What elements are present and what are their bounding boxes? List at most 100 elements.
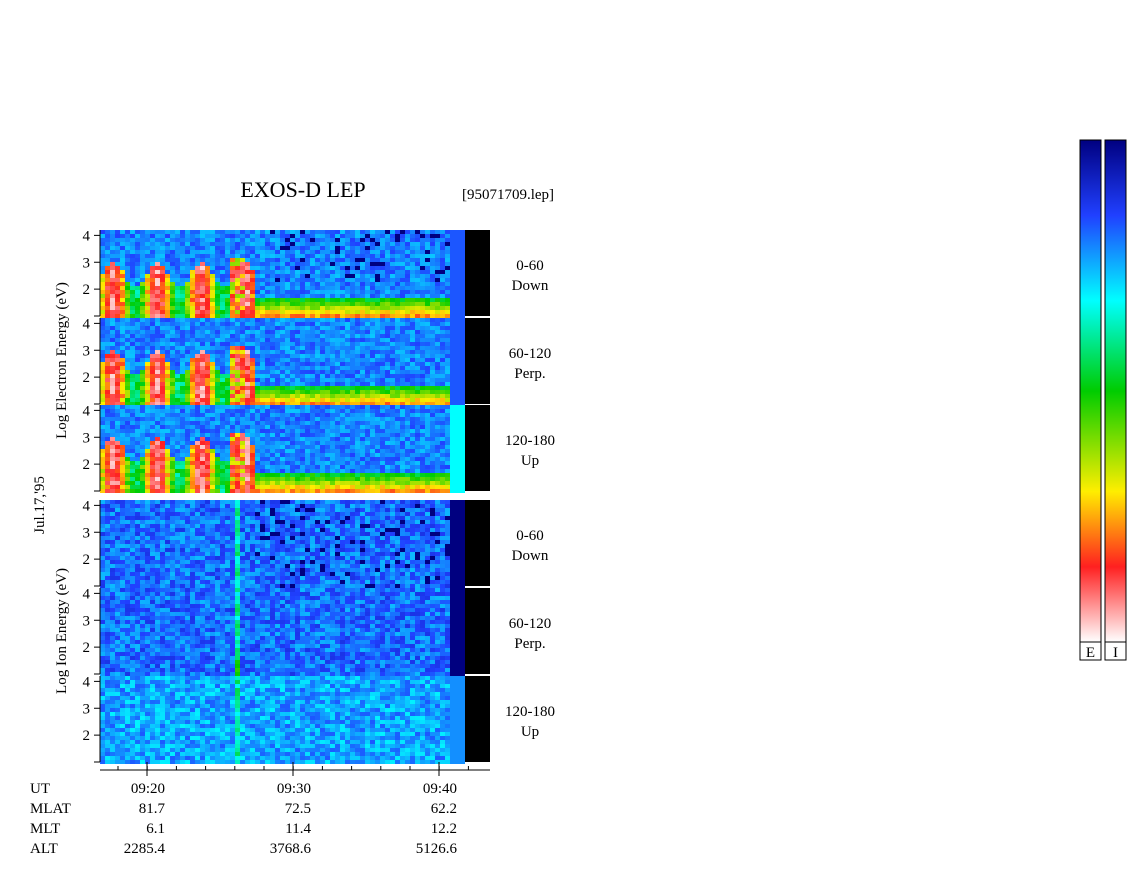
spectrogram-pixel — [360, 457, 365, 461]
spectrogram-pixel — [210, 254, 215, 258]
spectrogram-pixel — [135, 358, 140, 362]
spectrogram-pixel — [280, 230, 285, 234]
spectrogram-pixel — [200, 413, 205, 417]
spectrogram-pixel — [180, 294, 185, 298]
spectrogram-pixel — [175, 433, 180, 437]
spectrogram-pixel — [420, 358, 425, 362]
spectrogram-pixel — [275, 262, 280, 266]
spectrogram-pixel — [125, 449, 130, 453]
spectrogram-pixel — [400, 413, 405, 417]
spectrogram-pixel — [295, 449, 300, 453]
spectrogram-pixel — [285, 481, 290, 485]
spectrogram-pixel — [345, 386, 350, 390]
spectrogram-pixel — [425, 250, 430, 254]
spectrogram-pixel — [445, 354, 450, 358]
spectrogram-pixel — [155, 298, 160, 302]
spectrogram-pixel — [190, 489, 195, 493]
spectrogram-pixel — [435, 445, 440, 449]
spectrogram-pixel — [320, 409, 325, 413]
spectrogram-pixel — [205, 310, 210, 314]
spectrogram-pixel — [290, 234, 295, 238]
spectrogram-pixel — [390, 294, 395, 298]
spectrogram-pixel — [135, 425, 140, 429]
spectrogram-pixel — [195, 290, 200, 294]
spectrogram-pixel — [115, 437, 120, 441]
spectrogram-pixel — [380, 258, 385, 262]
spectrogram-pixel — [330, 342, 335, 346]
spectrogram-pixel — [290, 469, 295, 473]
spectrogram-pixel — [235, 398, 240, 402]
spectrogram-pixel — [395, 417, 400, 421]
spectrogram-pixel — [360, 334, 365, 338]
spectrogram-pixel — [120, 528, 125, 532]
spectrogram-pixel — [225, 338, 230, 342]
spectrogram-pixel — [230, 258, 235, 262]
spectrogram-pixel — [320, 469, 325, 473]
y-tick-label: 2 — [83, 457, 91, 473]
spectrogram-pixel — [420, 441, 425, 445]
spectrogram-pixel — [320, 433, 325, 437]
spectrogram-pixel — [220, 250, 225, 254]
spectrogram-pixel — [195, 322, 200, 326]
spectrogram-pixel — [175, 425, 180, 429]
spectrogram-pixel — [300, 374, 305, 378]
spectrogram-pixel — [370, 469, 375, 473]
spectrogram-pixel — [420, 294, 425, 298]
spectrogram-pixel — [130, 342, 135, 346]
spectrogram-pixel — [300, 282, 305, 286]
spectrogram-pixel — [450, 230, 455, 234]
spectrogram-pixel — [300, 449, 305, 453]
spectrogram-pixel — [395, 302, 400, 306]
spectrogram-pixel — [270, 294, 275, 298]
spectrogram-pixel — [145, 489, 150, 493]
spectrogram-pixel — [160, 322, 165, 326]
spectrogram-pixel — [320, 318, 325, 322]
spectrogram-pixel — [430, 465, 435, 469]
spectrogram-pixel — [150, 382, 155, 386]
spectrogram-pixel — [100, 421, 105, 425]
spectrogram-pixel — [460, 429, 465, 433]
spectrogram-pixel — [105, 532, 110, 536]
spectrogram-pixel — [455, 266, 460, 270]
spectrogram-pixel — [280, 350, 285, 354]
spectrogram-pixel — [360, 318, 365, 322]
spectrogram-pixel — [385, 382, 390, 386]
spectrogram-pixel — [385, 449, 390, 453]
spectrogram-pixel — [135, 298, 140, 302]
spectrogram-pixel — [225, 473, 230, 477]
spectrogram-pixel — [295, 326, 300, 330]
spectrogram-pixel — [460, 445, 465, 449]
spectrogram-pixel — [320, 314, 325, 318]
spectrogram-pixel — [210, 429, 215, 433]
spectrogram-pixel — [440, 477, 445, 481]
spectrogram-pixel — [190, 334, 195, 338]
spectrogram-pixel — [365, 429, 370, 433]
spectrogram-pixel — [255, 310, 260, 314]
spectrogram-pixel — [125, 556, 130, 560]
spectrogram-pixel — [120, 425, 125, 429]
spectrogram-pixel — [295, 302, 300, 306]
spectrogram-pixel — [315, 394, 320, 398]
spectrogram-pixel — [445, 234, 450, 238]
spectrogram-pixel — [285, 441, 290, 445]
spectrogram-pixel — [395, 461, 400, 465]
spectrogram-pixel — [420, 298, 425, 302]
spectrogram-pixel — [160, 354, 165, 358]
spectrogram-pixel — [420, 413, 425, 417]
spectrogram-pixel — [190, 278, 195, 282]
spectrogram-pixel — [460, 394, 465, 398]
spectrogram-pixel — [335, 374, 340, 378]
spectrogram-pixel — [450, 370, 455, 374]
spectrogram-pixel — [355, 481, 360, 485]
spectrogram-pixel — [225, 246, 230, 250]
spectrogram-pixel — [370, 473, 375, 477]
spectrogram-pixel — [335, 409, 340, 413]
spectrogram-pixel — [290, 318, 295, 322]
spectrogram-pixel — [205, 334, 210, 338]
spectrogram-pixel — [365, 409, 370, 413]
spectrogram-pixel — [190, 282, 195, 286]
spectrogram-pixel — [310, 294, 315, 298]
spectrogram-pixel — [415, 453, 420, 457]
spectrogram-pixel — [355, 386, 360, 390]
spectrogram-pixel — [410, 469, 415, 473]
